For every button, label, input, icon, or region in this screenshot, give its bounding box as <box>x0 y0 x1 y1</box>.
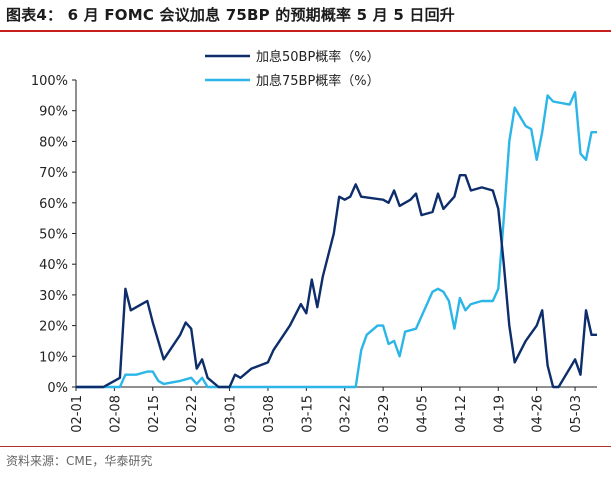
x-tick-label: 03-29 <box>377 395 392 433</box>
y-tick-label: 40% <box>39 258 68 273</box>
y-tick-label: 20% <box>39 320 68 335</box>
x-tick-label: 04-19 <box>492 395 507 433</box>
x-tick-label: 04-05 <box>416 395 431 433</box>
x-tick-label: 05-03 <box>569 395 584 433</box>
x-tick-label: 02-15 <box>147 395 162 433</box>
y-tick-label: 0% <box>47 381 68 396</box>
footer-divider <box>0 446 611 447</box>
probability-line-chart: 0%10%20%30%40%50%60%70%80%90%100% 02-01 0… <box>31 49 597 433</box>
y-tick-label: 80% <box>39 135 68 150</box>
y-tick-label: 10% <box>39 350 68 365</box>
y-tick-label: 90% <box>39 105 68 120</box>
x-tick-label: 03-01 <box>224 395 239 433</box>
x-tick-label: 02-22 <box>185 395 200 433</box>
series-line-50bp <box>76 174 597 389</box>
x-tick-label: 02-01 <box>70 395 85 433</box>
legend-label-50bp: 加息50BP概率（%） <box>256 49 380 65</box>
legend-label-75bp: 加息75BP概率（%） <box>256 73 380 89</box>
x-axis: 02-01 02-08 02-15 02-22 03-01 03-08 03-15 03-22… <box>70 386 597 433</box>
plot-area <box>76 91 597 389</box>
y-tick-label: 50% <box>39 228 68 243</box>
x-tick-label: 04-26 <box>531 395 546 433</box>
x-tick-label: 03-22 <box>339 395 354 433</box>
series-line-75bp <box>76 91 597 389</box>
x-tick-label: 03-08 <box>262 395 277 433</box>
source-note: 资料来源：CME，华泰研究 <box>6 454 153 468</box>
x-tick-label: 02-08 <box>108 395 123 433</box>
y-tick-label: 100% <box>31 74 68 89</box>
y-tick-label: 60% <box>39 197 68 212</box>
chart-title: 图表4： 6 月 FOMC 会议加息 75BP 的预期概率 5 月 5 日回升 <box>6 6 456 24</box>
y-tick-label: 30% <box>39 289 68 304</box>
x-tick-label: 03-15 <box>300 395 315 433</box>
chart-legend: 加息50BP概率（%） 加息75BP概率（%） <box>205 49 380 89</box>
y-tick-label: 70% <box>39 166 68 181</box>
y-axis: 0% 10% 20% 30% 40% 50% 60% 70% 80% 90% 100% <box>31 74 77 396</box>
x-tick-label: 04-12 <box>454 395 469 433</box>
title-divider <box>0 30 611 32</box>
